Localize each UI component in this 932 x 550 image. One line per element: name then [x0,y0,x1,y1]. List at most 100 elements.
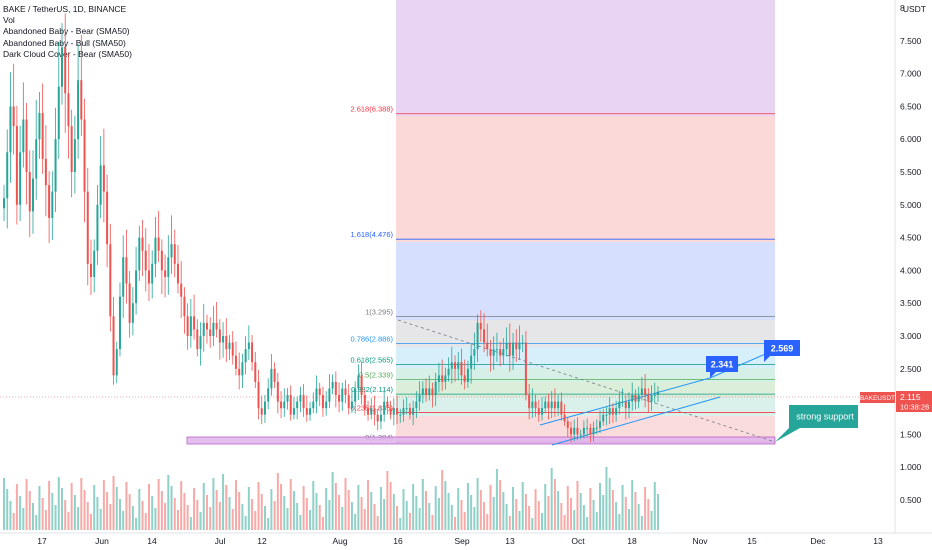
candle-body [425,388,428,396]
candle-body [599,421,602,428]
fib-zone-05 [396,382,775,397]
chart-legend: BAKE / TetherUS, 1D, BINANCE Vol Abandon… [3,4,132,60]
candle-body [77,80,80,140]
candle-body [54,139,57,192]
candle-body [244,349,247,363]
y-tick-label: 3.000 [900,331,922,341]
channel-lower-line[interactable] [551,396,721,446]
candle-body [215,322,218,330]
volume-bar [135,518,138,530]
candle-body [437,375,440,382]
candle-body [399,414,402,416]
candle-body [312,401,315,409]
volume-bar [363,509,366,530]
volume-bar [147,484,150,530]
target-arrow-line[interactable] [709,351,771,379]
candle-body [495,349,498,351]
volume-bar [441,470,444,530]
volume-bar [483,502,486,530]
x-tick-label: 15 [747,536,757,546]
volume-bar [531,518,534,530]
volume-bar [447,493,450,530]
candle-body [354,388,357,402]
volume-bar [312,481,315,530]
volume-bar [576,481,579,530]
legend-vol[interactable]: Vol [3,15,15,26]
volume-bar [437,498,440,530]
candle-body [396,408,399,415]
candle-body [93,250,96,277]
y-tick-label: 6.000 [900,134,922,144]
candle-body [518,342,521,350]
volume-bar [595,512,598,530]
support-zone[interactable] [186,436,776,445]
volume-bar [257,482,260,530]
volume-bar [582,505,585,530]
candle-body [15,126,18,205]
fib-zones [396,0,775,444]
volume-bar [164,503,167,530]
candle-body [363,395,366,409]
candle-body [589,427,592,435]
candle-body [534,401,537,409]
candle-body [28,172,31,212]
legend-title[interactable]: BAKE / TetherUS, 1D, BINANCE [3,4,127,14]
candle-body [367,408,370,415]
y-tick-label: 1.500 [900,429,922,439]
volume-bar [454,517,457,530]
legend-indicator-2[interactable]: Abandoned Baby - Bull (SMA50) [3,37,126,48]
target-label-1[interactable]: 2.341 [706,356,738,378]
volume-bar [44,510,47,530]
legend-indicator-1[interactable]: Abandoned Baby - Bear (SMA50) [3,26,130,37]
candle-body [357,375,360,389]
volume-bar [289,479,292,530]
candle-body [12,106,15,127]
y-tick-label: 0.500 [900,495,922,505]
support-label[interactable]: strong support [775,405,858,442]
candle-body [260,408,263,415]
candle-body [412,408,415,415]
volume-bar [515,499,518,530]
volume-bar [621,485,624,530]
candle-body [650,395,653,402]
volume-bar [367,480,370,530]
price-badge[interactable]: BAKEUSDT 2.115 10:38:28 [860,391,932,412]
candle-body [160,250,163,271]
volume-bar [215,490,218,530]
volume-bar [383,499,386,530]
channel-upper-line[interactable] [539,377,711,426]
volume-bar [412,484,415,530]
candle-body [350,401,353,409]
volume-bar [508,516,511,530]
volume-bar [415,496,418,530]
y-axis-ticks[interactable]: 8 7.500 7.000 6.500 6.000 5.500 5.000 4.500 4.00… [900,3,922,505]
volume-bar [444,481,447,530]
candle-body [383,401,386,415]
volume-bar [128,494,131,530]
dashed-trendline[interactable] [397,319,776,443]
volume-bar [560,503,563,530]
candle-body [644,388,647,396]
volume-bar [80,478,83,530]
volume-bar [457,488,460,530]
candle-body [225,336,228,350]
candle-body [560,401,563,415]
candle-body [492,349,495,356]
candle-body [434,381,437,396]
volume-bar [479,490,482,530]
target-label-2-text: 2.569 [771,344,794,354]
volume-bar [586,517,589,530]
candle-body [347,395,350,409]
target-label-2[interactable]: 2.569 [764,340,800,362]
candle-body [570,427,573,435]
volume-bar [102,480,105,530]
volume-bar [305,498,308,530]
candle-body [96,204,99,251]
volume-bar [96,497,99,530]
x-axis-ticks[interactable]: 17 Jun 14 Jul 12 Aug 16 Sep 13 Oct 18 Nov 15 Dec 13 [37,536,883,546]
volume-bar [521,482,524,530]
volume-bar [228,497,231,530]
candle-body [112,316,115,376]
legend-indicator-3[interactable]: Dark Cloud Cover - Bear (SMA50) [3,48,132,59]
